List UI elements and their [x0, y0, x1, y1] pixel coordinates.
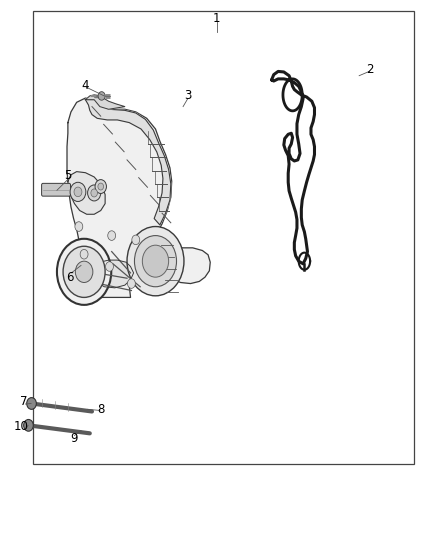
Polygon shape — [85, 95, 125, 109]
Circle shape — [27, 398, 36, 409]
Circle shape — [132, 235, 140, 245]
Circle shape — [142, 245, 169, 277]
Text: 1: 1 — [213, 12, 221, 25]
Polygon shape — [90, 260, 134, 288]
Circle shape — [70, 182, 86, 201]
Polygon shape — [67, 98, 210, 297]
Text: 8: 8 — [97, 403, 104, 416]
Circle shape — [106, 262, 113, 271]
Text: 6: 6 — [66, 271, 74, 284]
Circle shape — [74, 187, 82, 197]
Polygon shape — [68, 172, 105, 214]
Circle shape — [91, 189, 97, 197]
Circle shape — [80, 249, 88, 259]
Circle shape — [75, 261, 93, 282]
Circle shape — [108, 231, 116, 240]
Circle shape — [24, 419, 33, 431]
Circle shape — [57, 239, 111, 305]
Circle shape — [127, 279, 135, 288]
Circle shape — [75, 222, 83, 231]
Text: 9: 9 — [71, 432, 78, 445]
Text: 2: 2 — [366, 63, 374, 76]
Text: 4: 4 — [81, 79, 89, 92]
Bar — [33, 11, 414, 464]
Text: 10: 10 — [14, 420, 28, 433]
Text: 3: 3 — [185, 90, 192, 102]
Circle shape — [95, 180, 106, 193]
Circle shape — [134, 236, 177, 287]
Circle shape — [98, 92, 105, 100]
Circle shape — [98, 183, 103, 190]
Text: 5: 5 — [64, 169, 71, 182]
Circle shape — [63, 246, 105, 297]
FancyBboxPatch shape — [42, 183, 71, 196]
Text: 7: 7 — [20, 395, 28, 408]
Circle shape — [127, 227, 184, 296]
Polygon shape — [85, 100, 171, 225]
Circle shape — [88, 185, 101, 201]
